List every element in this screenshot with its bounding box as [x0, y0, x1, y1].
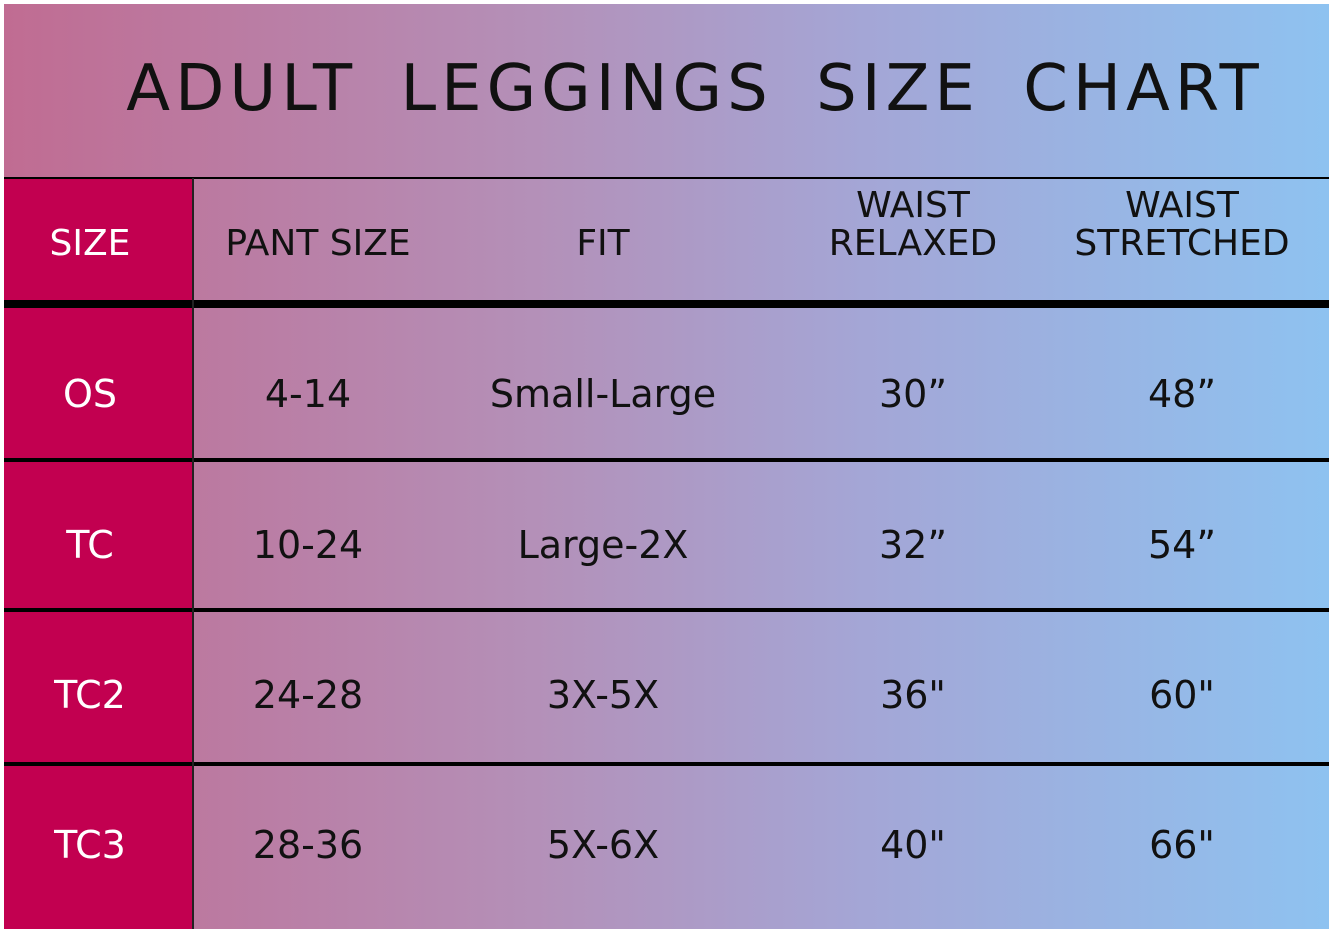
header-size: SIZE: [49, 223, 131, 264]
header-divider: [4, 300, 1329, 308]
row-divider: [4, 458, 1329, 462]
chart-title: ADULT LEGGINGS SIZE CHART: [126, 52, 1264, 126]
cell-pant-size: 10-24: [252, 523, 364, 567]
header-waist-stretched-line2: STRETCHED: [1074, 223, 1290, 264]
cell-waist-stretched: 48”: [1147, 372, 1217, 416]
column-divider: [192, 178, 194, 929]
cell-fit: 5X-6X: [546, 823, 660, 867]
cell-size: OS: [62, 372, 118, 416]
header-waist-stretched-line1: WAIST: [1125, 185, 1239, 226]
row-divider: [4, 762, 1329, 766]
cell-waist-relaxed: 32”: [878, 523, 948, 567]
cell-waist-stretched: 66": [1149, 823, 1215, 867]
cell-fit: Large-2X: [517, 523, 689, 567]
cell-pant-size: 28-36: [252, 823, 364, 867]
cell-waist-relaxed: 30”: [878, 372, 948, 416]
cell-waist-stretched: 60": [1149, 673, 1215, 717]
divider: [4, 177, 1329, 179]
cell-fit: Small-Large: [489, 372, 717, 416]
cell-fit: 3X-5X: [546, 673, 660, 717]
cell-pant-size: 4-14: [264, 372, 352, 416]
header-waist-relaxed-line1: WAIST: [856, 185, 970, 226]
cell-size: TC: [66, 523, 114, 567]
header-fit: FIT: [576, 223, 630, 264]
row-divider: [4, 608, 1329, 612]
cell-size: TC3: [54, 823, 126, 867]
header-waist-relaxed-line2: RELAXED: [828, 223, 998, 264]
cell-size: TC2: [54, 673, 126, 717]
size-chart-panel: [4, 4, 1329, 929]
cell-pant-size: 24-28: [252, 673, 364, 717]
cell-waist-relaxed: 40": [880, 823, 946, 867]
cell-waist-relaxed: 36": [880, 673, 946, 717]
cell-waist-stretched: 54”: [1147, 523, 1217, 567]
header-pant-size: PANT SIZE: [225, 223, 411, 264]
